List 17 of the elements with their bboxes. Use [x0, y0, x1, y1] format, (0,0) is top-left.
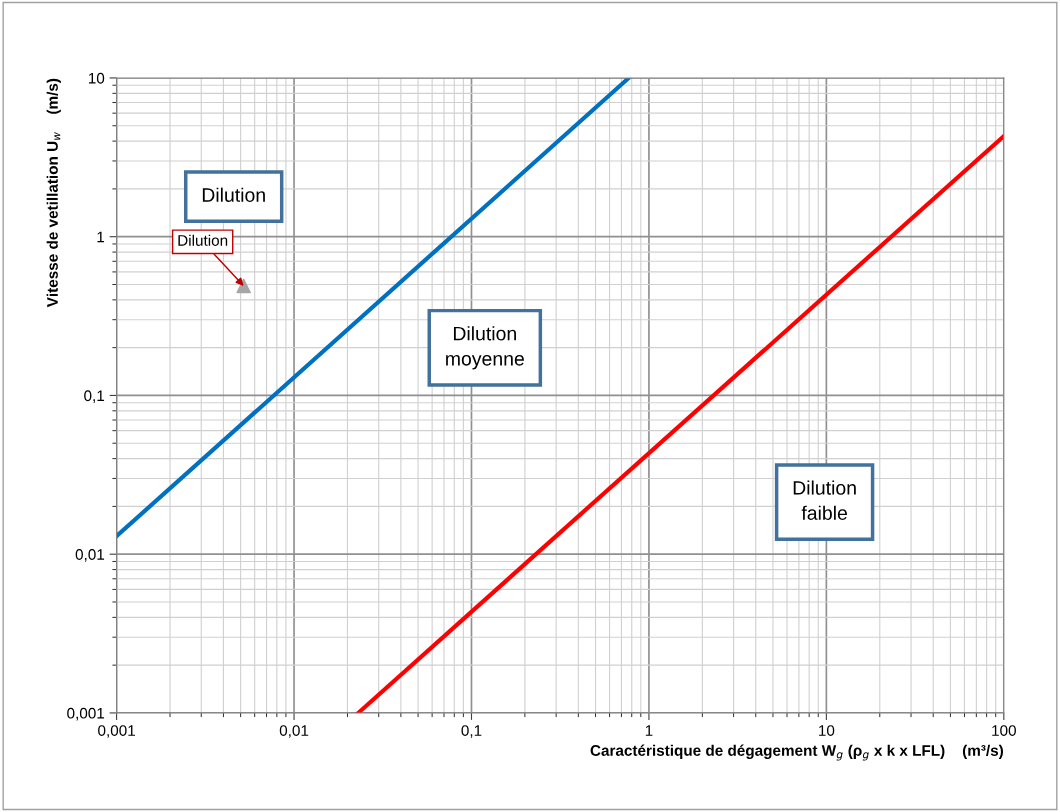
y-tick-label: 0,001 [67, 707, 105, 721]
y-tick-label: 0,1 [84, 390, 105, 403]
annotation: Dilution moyenne [446, 326, 524, 370]
x-axis-title: Caractéristique de dégagement W$_{g}$ (ρ$_{g}$ x k x LFL) (m³/s) [590, 744, 1003, 761]
x-tick-label: 100 [992, 725, 1016, 736]
annotation: Dilution [178, 234, 228, 246]
y-tick-label: 1 [97, 231, 105, 243]
x-tick-label: 1 [645, 725, 653, 736]
annotation: Dilution faible [793, 480, 856, 520]
x-tick-label: 10 [819, 725, 835, 736]
x-tick-label: 0,01 [279, 725, 309, 738]
y-tick-label: 10 [88, 72, 105, 84]
annotation: Dilution [202, 187, 265, 202]
text: Vitesse de vetillation U$_{w}$ (m/s) [46, 78, 61, 308]
x-tick-label: 0,001 [98, 725, 135, 738]
x-tick-label: 0,1 [461, 725, 482, 738]
y-tick-label: 0,01 [75, 549, 105, 562]
